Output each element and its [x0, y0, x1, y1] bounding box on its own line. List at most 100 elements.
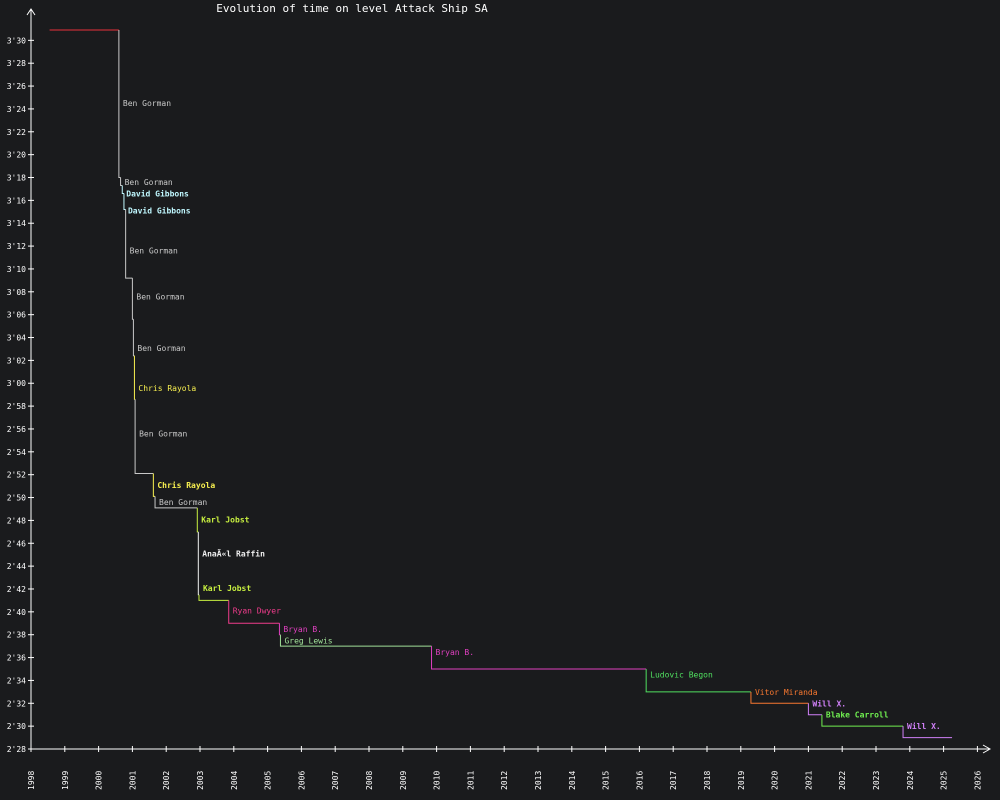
y-tick-label: 2'28 [7, 745, 26, 754]
record-step [197, 531, 199, 596]
record-series [49, 29, 953, 739]
x-tick-label: 2003 [196, 771, 205, 790]
record-step [431, 646, 647, 670]
record-holder-label: Will X. [812, 698, 846, 708]
record-step [278, 623, 281, 636]
x-tick-label: 2017 [669, 771, 678, 790]
x-tick-label: 2024 [906, 771, 915, 790]
record-step [118, 30, 121, 178]
record-labels: Ben Gorman Ben Gorman David Gibbons David G… [123, 99, 941, 731]
y-tick-label: 3'30 [7, 36, 26, 45]
x-tick-label: 2009 [399, 771, 408, 790]
x-tick-label: 1998 [27, 771, 36, 790]
y-tick-label: 2'56 [7, 425, 26, 434]
y-tick-label: 2'40 [7, 608, 26, 617]
record-holder-label: Chris Rayola [157, 480, 215, 490]
record-step [154, 496, 198, 509]
record-holder-label: Ryan Dwyer [233, 607, 281, 616]
x-tick-label: 2018 [703, 771, 712, 790]
y-tick-label: 2'44 [7, 562, 26, 571]
x-axis-arrow [982, 744, 992, 754]
record-step [134, 399, 154, 475]
x-tick-label: 2016 [635, 771, 644, 790]
x-tick-label: 2010 [433, 771, 442, 790]
record-step [125, 209, 133, 279]
record-holder-label: Karl Jobst [201, 515, 249, 524]
y-tick-label: 3'24 [7, 105, 26, 114]
x-tick-label: 2007 [331, 771, 340, 790]
record-holder-label: Ben Gorman [159, 498, 207, 507]
x-tick-label: 2006 [297, 771, 306, 790]
record-step [120, 177, 123, 187]
chart-title: Evolution of time on level Attack Ship S… [216, 2, 488, 15]
record-step [131, 278, 134, 320]
y-tick-label: 3'20 [7, 151, 26, 160]
y-tick-label: 3'18 [7, 174, 26, 183]
record-step [121, 185, 124, 195]
record-holder-label: Will X. [907, 721, 941, 731]
x-tick-label: 2015 [602, 771, 611, 790]
record-step [279, 634, 432, 647]
y-tick-label: 2'46 [7, 539, 26, 548]
record-holder-label: Ben Gorman [123, 99, 171, 108]
record-step [123, 193, 126, 211]
record-step [750, 691, 809, 704]
y-tick-label: 3'26 [7, 82, 26, 91]
y-tick-label: 3'16 [7, 196, 26, 205]
record-holder-label: Greg Lewis [284, 636, 332, 645]
x-tick-label: 2004 [230, 771, 239, 790]
record-holder-label: Bryan B. [436, 648, 475, 657]
record-step [821, 714, 904, 727]
y-tick-label: 3'22 [7, 128, 26, 137]
record-holder-label: Bryan B. [283, 625, 322, 634]
record-step [902, 726, 953, 739]
y-tick-label: 3'02 [7, 356, 26, 365]
record-holder-label: Blake Carroll [826, 711, 889, 720]
x-tick-label: 2020 [771, 771, 780, 790]
record-holder-label: Ben Gorman [130, 247, 178, 256]
x-tick-label: 2019 [737, 771, 746, 790]
record-holder-label: AnaÃ«l Raffin [202, 549, 265, 559]
record-holder-label: David Gibbons [128, 206, 191, 216]
record-holder-label: Ben Gorman [136, 292, 184, 301]
axes [26, 8, 992, 754]
record-holder-label: Chris Rayola [138, 384, 196, 393]
x-tick-label: 2023 [872, 771, 881, 790]
record-step [152, 473, 156, 497]
y-tick-label: 3'28 [7, 59, 26, 68]
record-step [133, 355, 136, 400]
y-tick-label: 2'32 [7, 699, 26, 708]
y-tick-label: 2'52 [7, 471, 26, 480]
x-tick-label: 2014 [568, 771, 577, 790]
record-holder-label: Ben Gorman [139, 430, 187, 439]
record-holder-label: Vitor Miranda [755, 688, 818, 697]
x-tick-label: 2022 [838, 771, 847, 790]
x-tick-label: 2026 [973, 771, 982, 790]
record-step [196, 507, 199, 533]
record-step [198, 594, 229, 601]
record-step [645, 668, 751, 693]
y-axis-arrow [26, 8, 36, 16]
y-tick-label: 2'54 [7, 448, 26, 457]
record-step [228, 600, 280, 624]
axis-ticks: 2'28 2'30 2'32 2'34 2'36 2'38 2'40 2'42 2'44 2'46… [7, 36, 983, 790]
x-tick-label: 2008 [365, 771, 374, 790]
y-tick-label: 2'36 [7, 654, 26, 663]
record-holder-label: Ben Gorman [125, 178, 173, 187]
x-tick-label: 2025 [940, 771, 949, 790]
y-tick-label: 2'34 [7, 676, 26, 685]
y-tick-label: 3'12 [7, 242, 26, 251]
y-tick-label: 2'42 [7, 585, 26, 594]
x-tick-label: 2013 [534, 771, 543, 790]
record-step [132, 319, 135, 357]
x-tick-label: 2012 [500, 771, 509, 790]
y-tick-label: 3'10 [7, 265, 26, 274]
record-holder-label: David Gibbons [126, 189, 189, 199]
y-tick-label: 3'04 [7, 334, 26, 343]
record-holder-label: Karl Jobst [203, 584, 251, 593]
y-tick-label: 3'00 [7, 379, 26, 388]
y-tick-label: 3'08 [7, 288, 26, 297]
x-tick-label: 2001 [128, 771, 137, 790]
x-tick-label: 2000 [95, 771, 104, 790]
